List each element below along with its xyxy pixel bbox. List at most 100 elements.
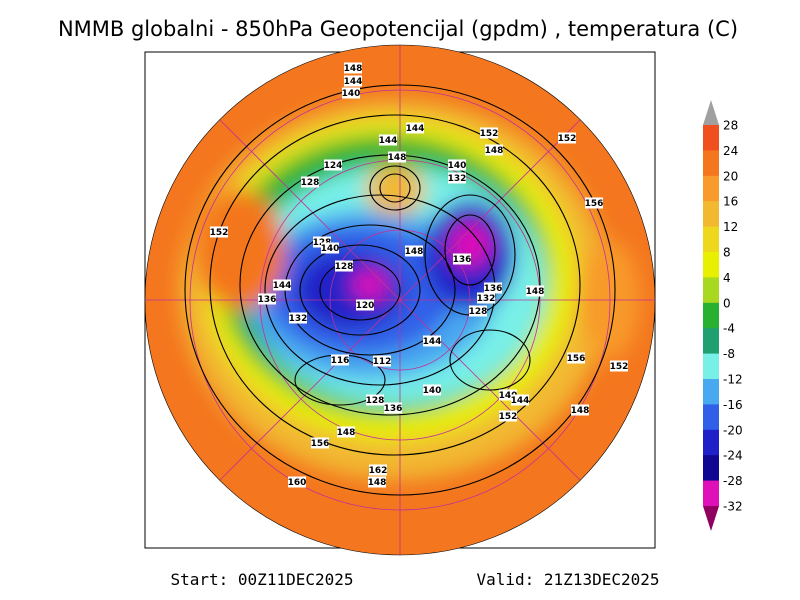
contour-label-box [511, 394, 529, 406]
colorbar-tick-label: 0 [723, 296, 731, 310]
colorbar-tick-label: 24 [723, 144, 738, 158]
colorbar-tick-label: -24 [723, 449, 743, 463]
contour-label-box [610, 360, 628, 372]
contour-label: 160 [288, 478, 307, 488]
colorbar-band [703, 480, 719, 507]
contour-label: 136 [258, 295, 277, 305]
contour-label: 124 [324, 161, 343, 171]
contour-label: 148 [485, 146, 504, 156]
contour-label-box [384, 402, 402, 414]
contour-label-box [369, 464, 387, 476]
contour-label: 128 [469, 307, 488, 317]
contour-label-box [342, 87, 360, 99]
contour-label-box [480, 127, 498, 139]
contour-label: 128 [301, 178, 320, 188]
contour-label: 152 [499, 412, 518, 422]
contour-label: 148 [571, 406, 590, 416]
contour-label: 136 [384, 404, 403, 414]
contour-label: 156 [311, 439, 330, 449]
contour-label-box [321, 242, 339, 254]
contour-label: 148 [405, 247, 424, 257]
contour-label-box [373, 355, 391, 367]
start-time: Start: 00Z11DEC2025 [170, 570, 353, 589]
colorbar-tick-label: -12 [723, 373, 743, 387]
contour-label-box [406, 122, 424, 134]
contour-label: 136 [453, 255, 472, 265]
contour-label-box [388, 151, 406, 163]
contour-label-box [499, 389, 517, 401]
colorbar-tick-label: -8 [723, 347, 735, 361]
contour-label: 162 [369, 466, 388, 476]
contour-label: 120 [356, 301, 375, 311]
contour-label-box [499, 410, 517, 422]
colorbar-tick-label: -20 [723, 423, 743, 437]
contour-label-box [344, 75, 362, 87]
colorbar-tick-label: -32 [723, 500, 743, 514]
contour-label-box [368, 476, 386, 488]
contour-label-box [273, 279, 291, 291]
contour-label-box [484, 282, 502, 294]
contour-label: 148 [526, 287, 545, 297]
contour-label-box [585, 197, 603, 209]
contour-label: 152 [610, 362, 629, 372]
contour-label: 148 [337, 428, 356, 438]
contour-label-box [558, 132, 576, 144]
contour-label-box [210, 226, 228, 238]
contour-label: 144 [406, 124, 425, 134]
contour-label: 148 [388, 153, 407, 163]
contour-label: 148 [368, 478, 387, 488]
contour-label-box [344, 62, 362, 74]
colorbar-band [703, 429, 719, 456]
contour-label-box [405, 245, 423, 257]
title: NMMB globalni - 850hPa Geopotencijal (gp… [58, 17, 738, 41]
contour-label: 144 [511, 396, 530, 406]
colorbar-tick-label: 28 [723, 119, 738, 133]
colorbar-tick-label: 20 [723, 169, 738, 183]
contour-label: 132 [477, 294, 496, 304]
contour-label: 132 [289, 314, 308, 324]
contour-label: 128 [366, 396, 385, 406]
colorbar-band [703, 226, 719, 253]
colorbar-band [703, 277, 719, 304]
contour-label-box [453, 253, 471, 265]
contour-label: 148 [344, 64, 363, 74]
colorbar-band [703, 302, 719, 329]
colorbar-band [703, 125, 719, 151]
contour-label: 144 [379, 136, 398, 146]
colorbar-band [703, 328, 719, 355]
contour-label: 152 [558, 134, 577, 144]
contour-label: 152 [480, 129, 499, 139]
contour-label-box [356, 299, 374, 311]
contour-lines [184, 84, 616, 496]
contour-label-box [289, 312, 307, 324]
contour-label-box [448, 159, 466, 171]
contour-label: 140 [321, 244, 340, 254]
contour-label: 132 [448, 174, 467, 184]
contour-label-box [448, 172, 466, 184]
contour-label-box [379, 134, 397, 146]
contour-label-box [469, 305, 487, 317]
contour-label-box [288, 476, 306, 488]
contour-label-box [366, 394, 384, 406]
contour-label: 156 [567, 354, 586, 364]
graticule [145, 45, 655, 555]
colorbar-band [703, 353, 719, 380]
colorbar-tick-label: -28 [723, 474, 743, 488]
contour-label-box [313, 236, 331, 248]
contour-label-box [571, 404, 589, 416]
contour-label-box [423, 384, 441, 396]
contour-label: 116 [331, 356, 350, 366]
contour-label-box [301, 176, 319, 188]
contour-label-box [567, 352, 585, 364]
map-boundary [144, 44, 656, 556]
colorbar-tick-label: 12 [723, 220, 738, 234]
colorbar-top-arrow [703, 100, 719, 125]
colorbar-band [703, 455, 719, 482]
contour-label-box [485, 144, 503, 156]
colorbar-tick-label: -4 [723, 322, 735, 336]
contour-label: 128 [335, 262, 354, 272]
colorbar-band [703, 252, 719, 278]
colorbar-band [703, 379, 719, 405]
